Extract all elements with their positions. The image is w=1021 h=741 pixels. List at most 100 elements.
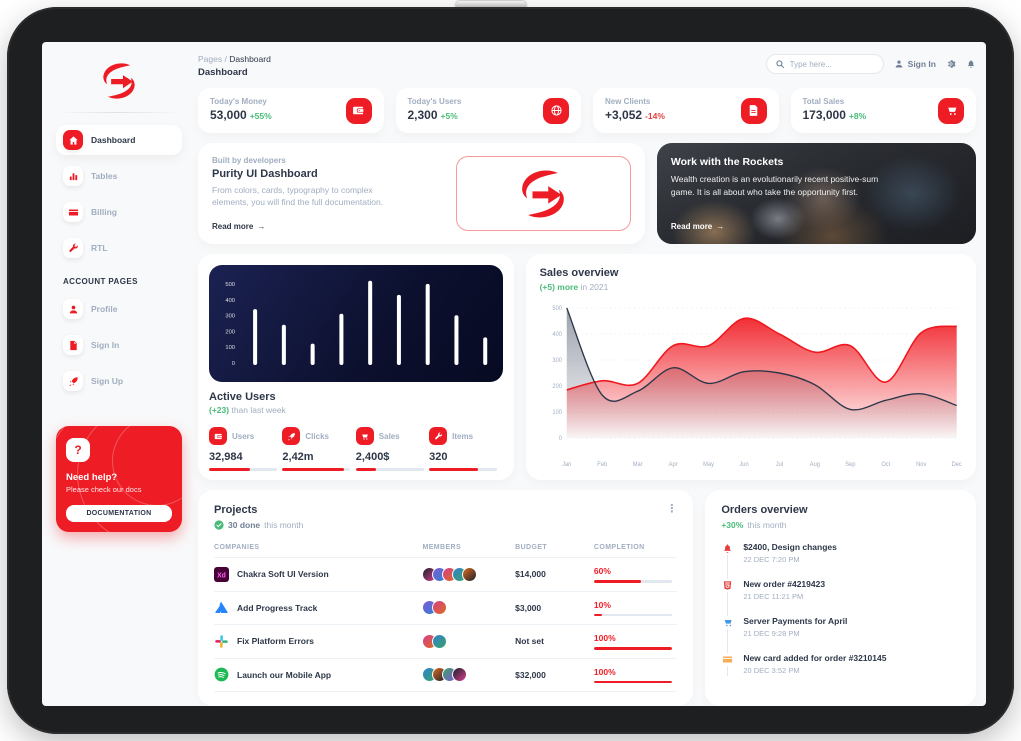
sidebar-item-rtl[interactable]: RTL [56, 233, 182, 263]
promo-row: Built by developers Purity UI Dashboard … [198, 143, 976, 244]
cart-icon [721, 616, 735, 629]
svg-text:Oct: Oct [881, 462, 890, 468]
svg-text:Nov: Nov [916, 462, 926, 468]
sidebar-item-label: Billing [91, 207, 117, 217]
mini-stat-label: Sales [378, 431, 400, 441]
person-icon [63, 299, 83, 319]
timeline-item[interactable]: $2400, Design changes 22 DEC 7:20 PM [721, 542, 960, 579]
svg-text:Jan: Jan [562, 462, 571, 468]
members-avatars [422, 600, 515, 616]
top-bar: Pages / Dashboard Dashboard Sign In [198, 54, 976, 78]
progress-fill [209, 468, 250, 472]
question-icon: ? [66, 438, 90, 462]
progress-bar [209, 468, 277, 472]
progress-bar [355, 468, 424, 472]
sidebar-item-label: Sign In [91, 340, 120, 350]
read-more-link[interactable]: Read more → [212, 222, 442, 231]
avatar [432, 633, 448, 649]
progress-bar [282, 468, 351, 472]
svg-text:200: 200 [225, 329, 235, 335]
page-title: Dashboard [198, 67, 248, 78]
bell-icon [721, 542, 735, 555]
atlassian-icon [214, 600, 229, 615]
rocket-icon [63, 371, 83, 391]
table-row[interactable]: Add Progress Track $3,000 10% [214, 592, 678, 625]
table-icon [63, 166, 83, 186]
breadcrumb-separator: / [224, 54, 227, 64]
budget-value: $14,000 [515, 569, 546, 580]
main-content: Pages / Dashboard Dashboard Sign In [192, 42, 986, 706]
members-avatars [422, 633, 515, 649]
completion-bar [593, 647, 672, 650]
wrench-icon [63, 238, 83, 258]
completion-fill [593, 647, 672, 650]
active-users-bar-chart: 500 400 300 200 100 0 [209, 265, 503, 383]
search-input[interactable] [789, 59, 875, 69]
sales-area-chart: 0 100 200 300 400 500 Jan Feb Mar Apr May Jun Jul Aug… [552, 306, 961, 468]
breadcrumb: Pages / Dashboard [198, 54, 271, 64]
app-logo[interactable] [56, 58, 182, 112]
sidebar-item-signup[interactable]: Sign Up [56, 366, 182, 396]
timeline-item[interactable]: New card added for order #3210145 20 DEC… [721, 653, 960, 690]
progress-bar [429, 468, 498, 472]
svg-text:Mar: Mar [632, 462, 642, 468]
sidebar-item-profile[interactable]: Profile [56, 294, 182, 324]
avatar [452, 667, 468, 683]
breadcrumb-root[interactable]: Pages [198, 54, 223, 64]
sidebar-divider [56, 112, 182, 113]
orders-overview-card: Orders overview +30% this month $2400, D… [705, 490, 976, 706]
check-circle-icon [214, 520, 224, 530]
team-photo [656, 143, 976, 244]
completion-fill [593, 613, 602, 616]
svg-text:Apr: Apr [668, 462, 677, 468]
sidebar-item-signin[interactable]: Sign In [56, 330, 182, 360]
avatar [462, 566, 478, 582]
stats-row: Today's Money 53,000 +55% Today's Users 2… [198, 88, 976, 133]
read-more-label: Read more [212, 222, 254, 231]
projects-done-line: 30 done this month [214, 520, 303, 530]
sidebar-item-billing[interactable]: Billing [56, 197, 182, 227]
orders-timeline: $2400, Design changes 22 DEC 7:20 PM New… [721, 542, 960, 690]
mini-stat-value: 2,42m [282, 451, 314, 464]
svg-text:Jun: Jun [739, 462, 748, 468]
person-icon [894, 59, 904, 69]
sidebar-item-dashboard[interactable]: Dashboard [56, 125, 182, 155]
budget-value: Not set [515, 636, 544, 647]
stat-label: New Clients [605, 97, 651, 106]
svg-text:Xd: Xd [217, 572, 226, 579]
documentation-button[interactable]: DOCUMENTATION [66, 505, 172, 522]
budget-value: $3,000 [515, 602, 542, 613]
column-header: BUDGET [515, 544, 548, 551]
projects-table: COMPANIES MEMBERS BUDGET COMPLETION Xd Ch… [214, 540, 678, 692]
sidebar-item-label: Dashboard [91, 135, 136, 145]
sidebar-item-tables[interactable]: Tables [56, 161, 182, 191]
table-row[interactable]: Xd Chakra Soft UI Version $14,000 60% [214, 558, 678, 592]
sign-in-link[interactable]: Sign In [894, 59, 936, 69]
order-date: 22 DEC 7:20 PM [743, 555, 800, 564]
bell-icon[interactable] [966, 59, 976, 69]
active-users-card: 500 400 300 200 100 0 Active Users (+23) than… [198, 254, 514, 480]
order-title: New order #4219423 [743, 579, 826, 589]
done-count: 30 done [228, 520, 261, 530]
completion-fill [593, 580, 641, 583]
xd-icon: Xd [214, 566, 229, 582]
gear-icon[interactable] [946, 59, 956, 69]
help-subtitle: Please check our docs [66, 485, 142, 494]
mini-stat-clicks: Clicks 2,42m [282, 427, 355, 472]
mini-stat-value: 2,400$ [355, 451, 390, 464]
table-row[interactable]: Fix Platform Errors Not set 100% [214, 625, 678, 659]
timeline-item[interactable]: New order #4219423 21 DEC 11:21 PM [721, 579, 960, 616]
card-title: Projects [214, 504, 258, 516]
search-box[interactable] [765, 54, 884, 74]
completion-fill [593, 680, 672, 683]
stat-label: Today's Users [407, 97, 462, 106]
delta-suffix: this month [747, 520, 787, 530]
budget-value: $32,000 [515, 669, 546, 680]
more-menu-icon[interactable]: ⋮ [666, 503, 678, 515]
bottom-row: Projects 30 done this month ⋮ COMPANIES [198, 490, 976, 706]
read-more-link[interactable]: Read more → [671, 222, 962, 231]
timeline-item[interactable]: Server Payments for April 21 DEC 9:28 PM [721, 616, 960, 653]
card-body: Wealth creation is an evolutionarily rec… [670, 174, 879, 197]
table-row[interactable]: Launch our Mobile App $32,000 100% [214, 659, 678, 692]
column-header: COMPANIES [214, 544, 260, 551]
